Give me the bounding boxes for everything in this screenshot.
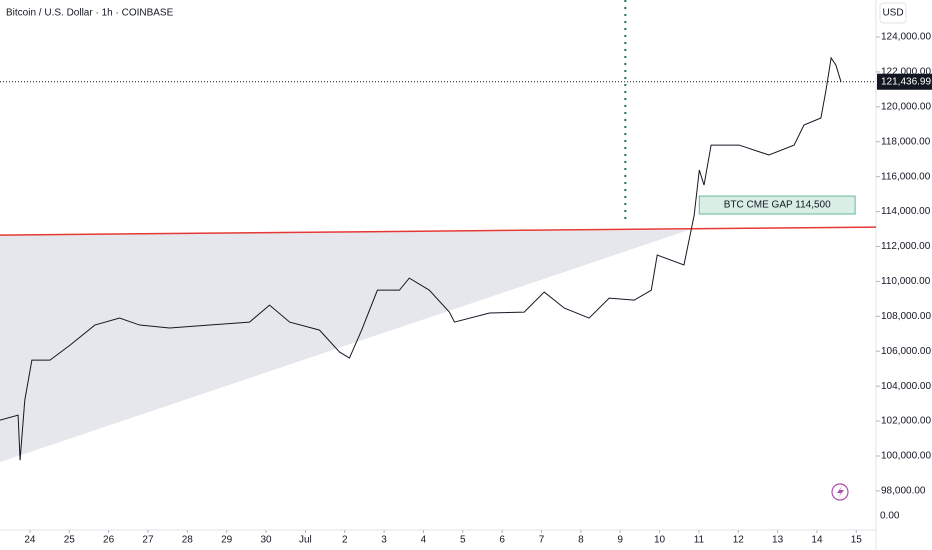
x-tick-label: 4 xyxy=(421,535,427,546)
annotation-text: BTC CME GAP 114,500 xyxy=(724,200,831,211)
x-tick-label: 11 xyxy=(694,535,705,546)
x-tick-label: 7 xyxy=(539,535,545,546)
y-tick-label: 110,000.00 xyxy=(881,276,931,287)
x-tick-label: 30 xyxy=(260,535,272,546)
price-badge-label: 121,436.99 xyxy=(881,76,931,87)
x-tick-label: 25 xyxy=(64,535,76,546)
x-tick-label: 15 xyxy=(851,535,863,546)
x-tick-label: 29 xyxy=(221,535,233,546)
lightning-icon[interactable] xyxy=(831,483,849,501)
x-tick-label: 14 xyxy=(811,535,823,546)
x-tick-label: 10 xyxy=(654,535,666,546)
y-tick-label: 116,000.00 xyxy=(881,171,931,182)
x-tick-label: 24 xyxy=(24,535,36,546)
y-tick-label: 106,000.00 xyxy=(881,346,931,357)
annotation-box xyxy=(698,195,856,215)
y-tick-label: 102,000.00 xyxy=(881,416,931,427)
x-tick-label: 13 xyxy=(772,535,784,546)
x-tick-label: 6 xyxy=(499,535,505,546)
y-tick-label: 122,000.00 xyxy=(881,67,931,78)
trendline xyxy=(0,226,877,236)
chart-title: Bitcoin / U.S. Dollar · 1h · COINBASE xyxy=(6,8,174,19)
lower-pane-label: 0.00 xyxy=(880,511,900,522)
y-tick-label: 118,000.00 xyxy=(881,136,931,147)
x-tick-label: 26 xyxy=(103,535,115,546)
y-tick-label: 98,000.00 xyxy=(881,486,926,497)
shaded-wedge xyxy=(0,229,690,463)
x-tick-label: 3 xyxy=(381,535,387,546)
x-tick-label: 27 xyxy=(142,535,154,546)
price-line-series xyxy=(0,56,842,461)
y-tick-label: 124,000.00 xyxy=(881,32,931,43)
y-tick-label: 112,000.00 xyxy=(881,241,931,252)
y-tick-label: 120,000.00 xyxy=(881,101,931,112)
x-tick-label: 8 xyxy=(578,535,584,546)
y-tick-label: 100,000.00 xyxy=(881,451,931,462)
x-tick-label: Jul xyxy=(299,535,312,546)
y-tick-label: 104,000.00 xyxy=(881,381,931,392)
x-tick-label: 12 xyxy=(733,535,745,546)
x-tick-label: 9 xyxy=(617,535,623,546)
y-tick-label: 108,000.00 xyxy=(881,311,931,322)
x-tick-label: 5 xyxy=(460,535,466,546)
x-tick-label: 2 xyxy=(342,535,348,546)
y-tick-label: 114,000.00 xyxy=(881,206,931,217)
x-tick-label: 28 xyxy=(182,535,194,546)
price-badge xyxy=(877,73,932,90)
currency-box[interactable] xyxy=(879,2,907,24)
currency-label[interactable]: USD xyxy=(882,8,903,19)
